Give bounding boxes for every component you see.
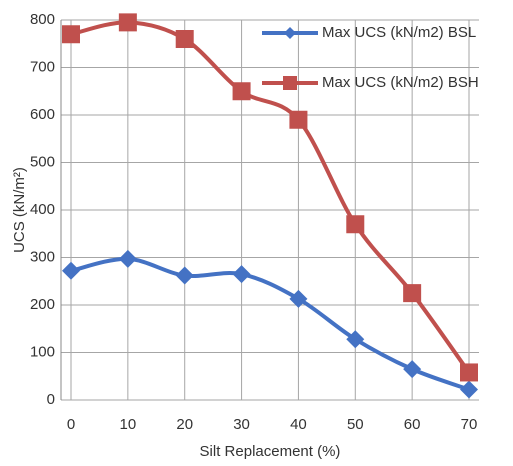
y-axis-label: UCS (kN/m²) — [11, 167, 28, 253]
x-tick-label: 20 — [176, 416, 193, 433]
x-tick-label: 60 — [404, 416, 421, 433]
y-tick-label: 800 — [30, 11, 55, 28]
marker — [232, 265, 251, 284]
marker — [460, 380, 478, 399]
marker — [175, 30, 194, 48]
marker — [175, 266, 194, 285]
x-tick-label: 40 — [290, 416, 307, 433]
y-tick-label: 600 — [30, 106, 55, 123]
y-tick-label: 200 — [30, 296, 55, 313]
x-tick-label: 10 — [120, 416, 137, 433]
legend-marker — [283, 76, 297, 90]
x-axis-label: Silt Replacement (%) — [200, 443, 341, 460]
marker — [118, 249, 137, 268]
marker — [232, 82, 251, 101]
x-tick-label: 50 — [347, 416, 364, 433]
x-tick-label: 70 — [461, 416, 478, 433]
y-tick-label: 300 — [30, 248, 55, 265]
marker — [62, 261, 80, 280]
marker — [346, 215, 365, 234]
y-tick-label: 100 — [30, 343, 55, 360]
y-tick-label: 0 — [47, 391, 55, 408]
y-tick-label: 400 — [30, 201, 55, 218]
marker — [62, 25, 80, 44]
x-tick-label: 0 — [67, 416, 75, 433]
marker — [460, 363, 478, 382]
legend-label: Max UCS (kN/m2) BSL — [322, 24, 476, 41]
marker — [403, 360, 422, 379]
legend-marker — [284, 27, 296, 39]
y-tick-label: 500 — [30, 153, 55, 170]
marker — [289, 289, 308, 308]
marker — [289, 110, 308, 129]
y-tick-label: 700 — [30, 58, 55, 75]
marker — [346, 330, 365, 349]
legend-label: Max UCS (kN/m2) BSH — [322, 74, 479, 91]
marker — [118, 13, 137, 32]
x-tick-label: 30 — [233, 416, 250, 433]
marker — [403, 284, 422, 303]
